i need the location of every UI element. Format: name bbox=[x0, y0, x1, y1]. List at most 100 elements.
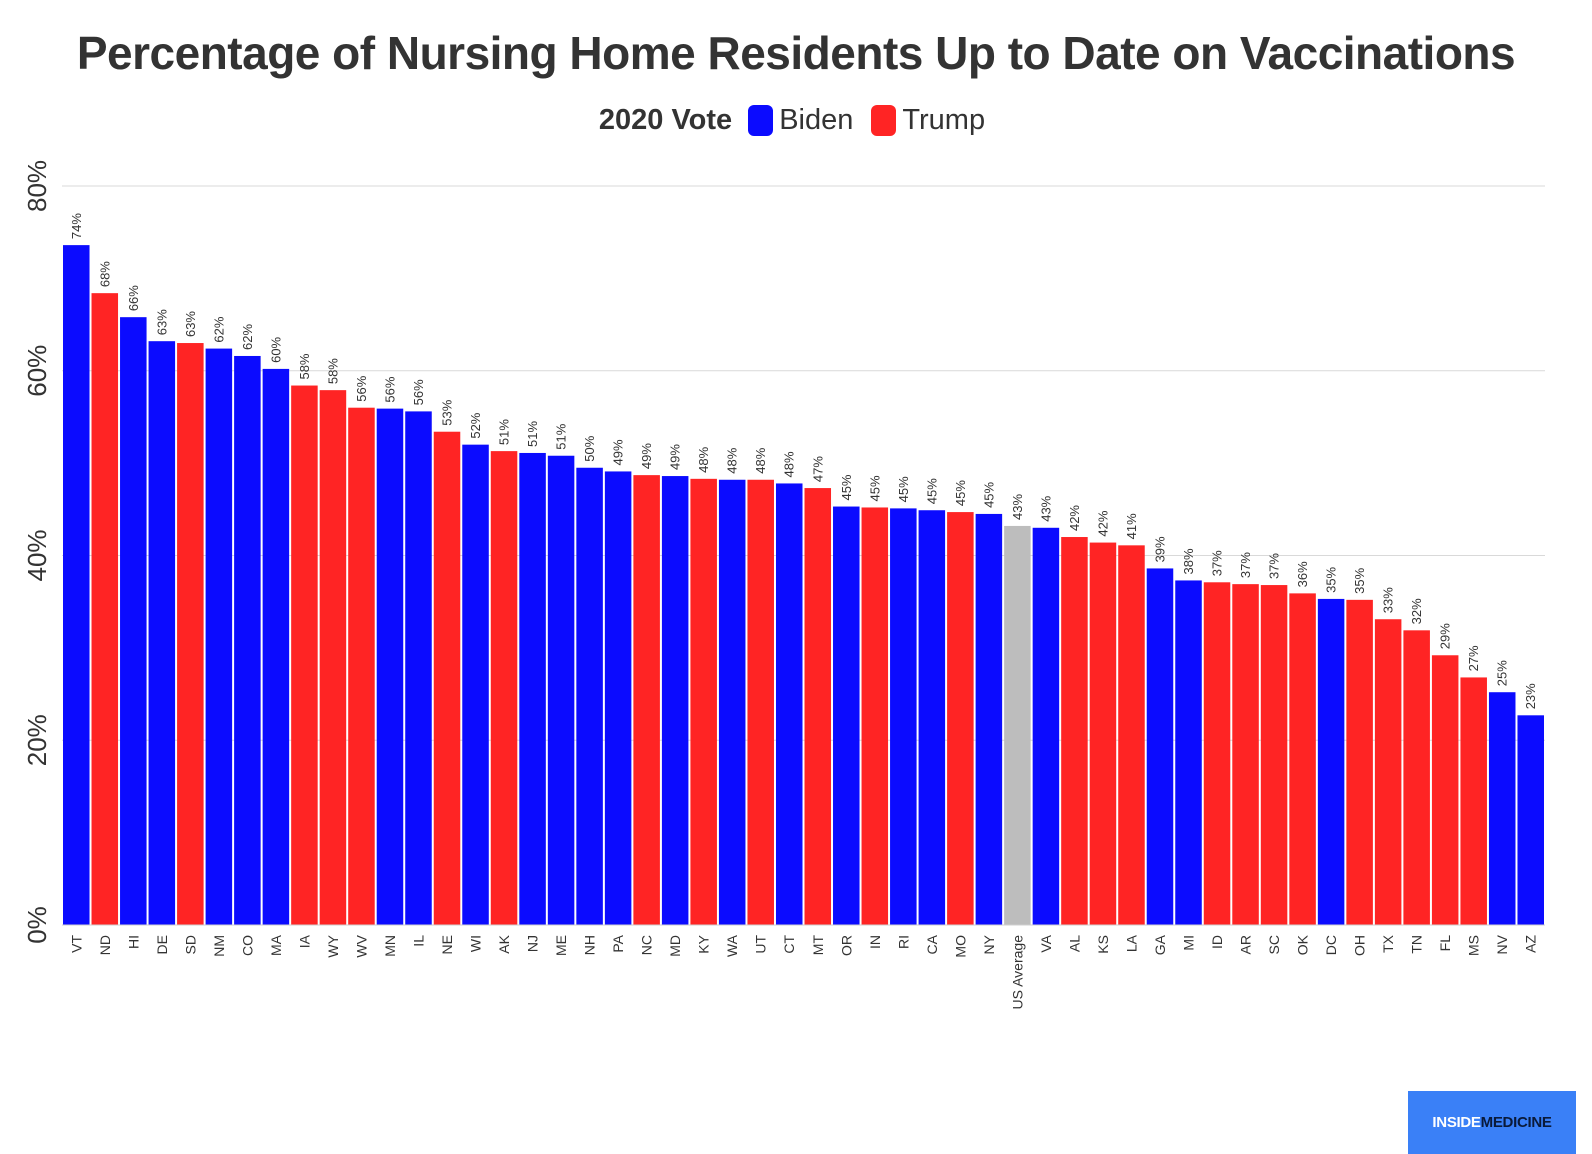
data-label: 60% bbox=[268, 336, 283, 362]
data-label: 56% bbox=[411, 379, 426, 405]
data-label: 51% bbox=[497, 419, 512, 445]
bar-md bbox=[661, 476, 689, 925]
data-label: 63% bbox=[183, 311, 198, 337]
data-label: 37% bbox=[1238, 552, 1253, 578]
bar-al bbox=[1061, 537, 1088, 925]
bar-nj bbox=[519, 452, 546, 925]
x-tick-label: WV bbox=[353, 934, 369, 957]
legend-item-biden[interactable]: Biden bbox=[748, 104, 853, 137]
legend-title: 2020 Vote bbox=[598, 104, 733, 136]
x-tick-label: NV bbox=[1494, 934, 1510, 954]
bar-vt bbox=[63, 245, 90, 925]
data-label: 51% bbox=[525, 421, 540, 447]
x-tick-label: VA bbox=[1038, 934, 1054, 952]
data-label: 45% bbox=[981, 481, 996, 507]
data-label: 51% bbox=[554, 423, 569, 449]
x-tick-label: UT bbox=[753, 935, 769, 954]
data-label: 48% bbox=[725, 447, 740, 473]
bar-dc bbox=[1317, 598, 1345, 925]
data-label: 74% bbox=[69, 213, 84, 239]
bar-nm bbox=[205, 348, 233, 926]
bar-me bbox=[547, 455, 575, 925]
bar-sd bbox=[177, 343, 204, 926]
y-tick-label: 20% bbox=[22, 714, 52, 766]
bar-va bbox=[1032, 527, 1060, 925]
bar-mi bbox=[1175, 580, 1202, 925]
bar-mt bbox=[804, 488, 832, 925]
data-label: 56% bbox=[382, 376, 397, 402]
x-tick-label: WA bbox=[724, 934, 740, 957]
x-tick-label: NJ bbox=[525, 935, 541, 952]
bar-de bbox=[148, 341, 176, 925]
data-label: 49% bbox=[668, 444, 683, 470]
logo-text-medicine: MEDICINE bbox=[1480, 1114, 1552, 1131]
data-label: 29% bbox=[1438, 623, 1453, 649]
x-tick-label: TX bbox=[1380, 934, 1396, 953]
bar-ks bbox=[1089, 542, 1117, 925]
bar-tx bbox=[1374, 619, 1402, 925]
data-label: 48% bbox=[753, 447, 768, 473]
x-tick-label: NM bbox=[211, 935, 227, 957]
x-tick-label: MN bbox=[382, 935, 398, 957]
y-tick-label: 60% bbox=[22, 345, 52, 397]
data-label: 58% bbox=[325, 358, 340, 384]
data-label: 45% bbox=[867, 475, 882, 501]
bar-wv bbox=[348, 407, 375, 925]
data-label: 45% bbox=[896, 476, 911, 502]
data-label: 68% bbox=[97, 261, 112, 287]
x-tick-label: NH bbox=[582, 935, 598, 955]
legend-item-trump[interactable]: Trump bbox=[871, 104, 985, 137]
bar-pa bbox=[604, 471, 632, 925]
y-tick-label: 80% bbox=[22, 160, 52, 212]
x-tick-label: FL bbox=[1437, 935, 1453, 952]
data-label: 48% bbox=[696, 446, 711, 472]
bar-wy bbox=[319, 390, 347, 925]
bar-ok bbox=[1289, 593, 1316, 925]
x-tick-label: OK bbox=[1295, 934, 1311, 955]
bar-la bbox=[1118, 545, 1145, 925]
y-tick-label: 0% bbox=[22, 906, 52, 944]
bar-ar bbox=[1232, 584, 1259, 925]
x-tick-label: AR bbox=[1238, 935, 1254, 954]
data-label: 37% bbox=[1210, 550, 1225, 576]
data-label: 35% bbox=[1324, 566, 1339, 592]
data-label: 47% bbox=[810, 456, 825, 482]
x-tick-label: GA bbox=[1152, 934, 1168, 955]
x-tick-label: ME bbox=[553, 935, 569, 956]
x-tick-label: SC bbox=[1266, 935, 1282, 954]
x-tick-label: OH bbox=[1352, 935, 1368, 956]
data-label: 50% bbox=[582, 435, 597, 461]
bar-in bbox=[861, 507, 889, 925]
bar-mn bbox=[376, 408, 404, 925]
x-tick-label: LA bbox=[1123, 934, 1139, 952]
data-label: 25% bbox=[1495, 660, 1510, 686]
legend-label-biden: Biden bbox=[779, 104, 854, 136]
x-tick-label: SD bbox=[182, 935, 198, 954]
x-tick-label: NE bbox=[439, 935, 455, 954]
x-tick-label: IL bbox=[410, 935, 426, 947]
x-tick-label: AK bbox=[496, 934, 512, 953]
bar-hi bbox=[120, 317, 147, 925]
y-tick-label: 40% bbox=[22, 529, 52, 581]
bar-ak bbox=[490, 451, 518, 925]
x-tick-label: NY bbox=[981, 934, 997, 954]
x-tick-label: WY bbox=[325, 934, 341, 957]
data-label: 49% bbox=[611, 439, 626, 465]
data-label: 39% bbox=[1152, 536, 1167, 562]
bar-ia bbox=[291, 385, 318, 925]
bar-il bbox=[405, 411, 432, 925]
x-tick-label: MD bbox=[667, 935, 683, 957]
bar-nc bbox=[633, 475, 660, 925]
bar-mo bbox=[947, 512, 974, 925]
legend: 2020 Vote Biden Trump bbox=[0, 104, 1592, 137]
data-label: 48% bbox=[782, 451, 797, 477]
legend-swatch-trump bbox=[871, 105, 897, 136]
x-tick-label: AL bbox=[1066, 935, 1082, 952]
x-tick-label: MI bbox=[1181, 935, 1197, 951]
bar-ne bbox=[433, 431, 461, 925]
logo-text-inside: INSIDE bbox=[1432, 1114, 1481, 1131]
data-label: 66% bbox=[126, 285, 141, 311]
inside-medicine-logo[interactable]: INSIDE MEDICINE bbox=[1408, 1091, 1576, 1154]
bar-nd bbox=[91, 293, 119, 925]
data-label: 63% bbox=[154, 309, 169, 335]
